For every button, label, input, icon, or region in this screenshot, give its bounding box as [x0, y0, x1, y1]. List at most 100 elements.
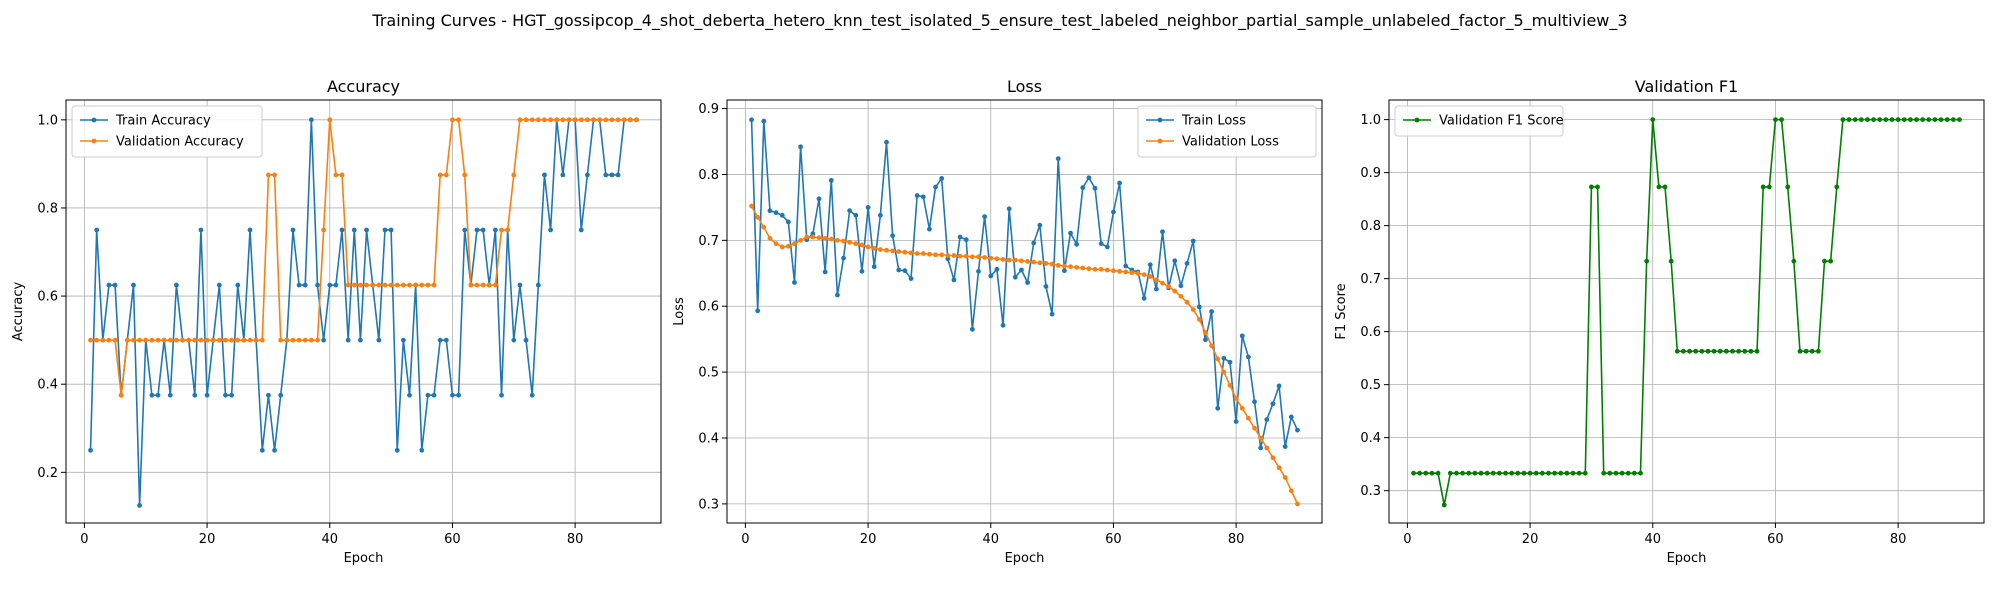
data-point: [511, 172, 517, 178]
data-point: [523, 117, 529, 123]
data-point: [388, 227, 394, 233]
legend-swatch-marker: [1157, 117, 1163, 123]
data-point: [908, 250, 914, 256]
data-point: [1766, 184, 1772, 190]
data-point: [296, 282, 302, 288]
data-point: [615, 172, 621, 178]
data-point: [798, 144, 804, 150]
data-point: [1037, 260, 1043, 266]
data-point: [603, 117, 609, 123]
data-point: [1111, 209, 1116, 215]
data-point: [1815, 348, 1821, 354]
data-point: [480, 282, 486, 288]
data-point: [425, 392, 431, 398]
data-point: [204, 392, 210, 398]
data-point: [1233, 419, 1239, 424]
data-point: [1147, 262, 1153, 268]
data-point: [1006, 257, 1012, 263]
data-point: [890, 248, 896, 254]
data-point: [1877, 117, 1883, 123]
data-point: [1080, 265, 1086, 271]
data-point: [994, 256, 1000, 262]
data-point: [1270, 401, 1276, 407]
x-tick-label: 60: [1767, 532, 1784, 547]
data-point: [131, 337, 136, 343]
data-point: [450, 117, 455, 123]
data-point: [976, 268, 981, 274]
data-point: [1043, 284, 1049, 289]
data-point: [535, 282, 541, 288]
data-point: [302, 337, 308, 343]
data-point: [982, 214, 988, 220]
data-point: [1803, 348, 1809, 354]
data-point: [1901, 117, 1907, 123]
data-point: [779, 212, 785, 218]
legend: Train Accuracy Validation Accuracy: [71, 105, 263, 158]
data-point: [1264, 417, 1270, 422]
data-point: [149, 337, 155, 343]
data-point: [1068, 230, 1073, 236]
legend: Train Loss Validation Loss: [1137, 105, 1317, 158]
data-point: [1282, 475, 1288, 480]
data-point: [192, 337, 198, 343]
data-point: [1625, 470, 1631, 476]
data-point: [1233, 396, 1239, 401]
data-point: [351, 227, 357, 233]
data-point: [1619, 470, 1625, 476]
data-point: [1595, 184, 1600, 190]
data-point: [804, 234, 810, 240]
data-point: [247, 227, 253, 233]
data-point: [339, 172, 345, 178]
data-point: [229, 392, 235, 398]
data-point: [1791, 258, 1797, 264]
data-point: [235, 282, 241, 288]
data-point: [1589, 184, 1594, 190]
data-point: [1662, 184, 1668, 190]
data-point: [1638, 470, 1643, 476]
data-point: [1582, 470, 1588, 476]
data-point: [1074, 264, 1080, 270]
data-point: [1252, 425, 1257, 431]
data-point: [1889, 117, 1895, 123]
x-tick-label: 20: [860, 532, 877, 547]
data-point: [761, 224, 767, 230]
data-point: [131, 282, 136, 288]
data-point: [1141, 295, 1147, 301]
data-point: [456, 392, 461, 398]
data-point: [474, 227, 480, 233]
y-tick-label: 0.4: [698, 432, 719, 447]
data-point: [1546, 470, 1551, 476]
legend-box: [1394, 105, 1564, 137]
data-point: [1025, 280, 1030, 285]
data-point: [1135, 270, 1141, 276]
data-point: [920, 251, 926, 256]
data-point: [1239, 333, 1245, 339]
data-point: [492, 227, 498, 233]
data-point: [400, 337, 406, 343]
data-point: [1521, 470, 1527, 476]
data-point: [1221, 369, 1227, 375]
data-point: [364, 282, 369, 288]
data-point: [1693, 348, 1699, 354]
data-point: [1834, 184, 1840, 190]
data-point: [1699, 348, 1705, 354]
data-point: [1117, 180, 1122, 186]
legend-box: [1137, 105, 1317, 158]
y-tick-label: 0.6: [1360, 325, 1381, 340]
data-point: [1055, 156, 1061, 162]
data-point: [112, 282, 118, 288]
data-point: [847, 239, 853, 245]
x-tick-label: 80: [567, 532, 584, 547]
data-point: [1723, 348, 1729, 354]
data-point: [529, 392, 535, 398]
data-point: [896, 267, 902, 273]
data-point: [235, 337, 241, 343]
data-point: [957, 234, 963, 240]
series-train-accuracy: [88, 117, 639, 508]
data-point: [376, 282, 382, 288]
legend-swatch-marker: [1414, 117, 1420, 123]
data-point: [1558, 470, 1564, 476]
data-point: [1460, 470, 1466, 476]
data-point: [847, 208, 853, 214]
data-point: [321, 337, 327, 343]
